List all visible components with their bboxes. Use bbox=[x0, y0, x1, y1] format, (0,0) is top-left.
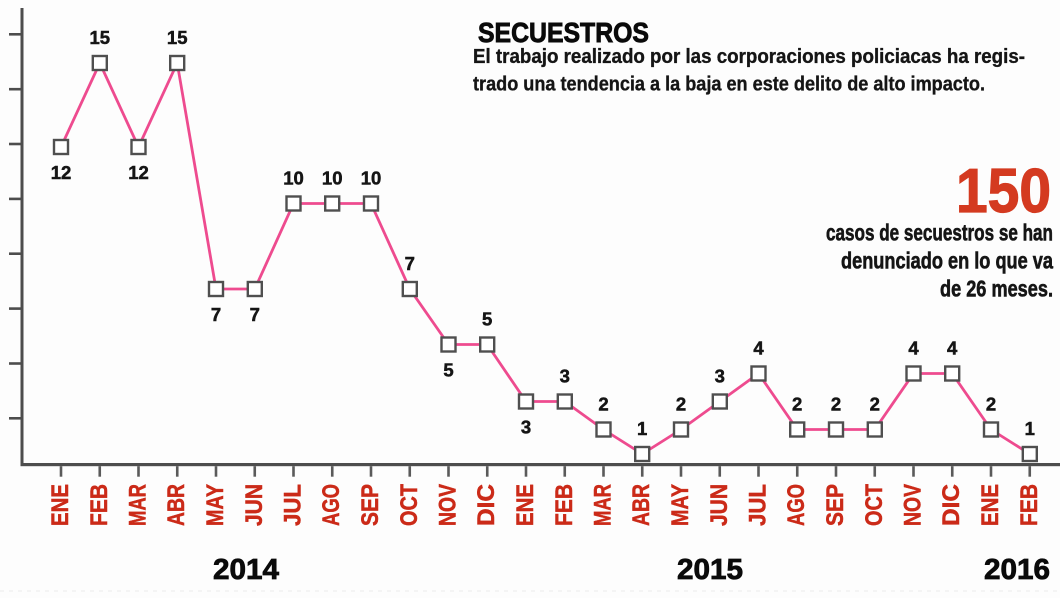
svg-text:2014: 2014 bbox=[213, 554, 279, 586]
svg-text:2: 2 bbox=[598, 394, 608, 415]
svg-text:SEP: SEP bbox=[357, 484, 384, 526]
svg-text:4: 4 bbox=[947, 338, 958, 359]
svg-text:FEB: FEB bbox=[1016, 484, 1043, 526]
svg-text:15: 15 bbox=[90, 27, 111, 48]
svg-text:casos de secuestros se han: casos de secuestros se han bbox=[826, 220, 1053, 246]
svg-text:JUL: JUL bbox=[280, 484, 307, 526]
svg-text:2015: 2015 bbox=[677, 554, 743, 586]
svg-text:1: 1 bbox=[637, 418, 647, 439]
svg-text:4: 4 bbox=[908, 338, 919, 359]
svg-text:2: 2 bbox=[870, 394, 880, 415]
svg-text:7: 7 bbox=[211, 304, 221, 325]
svg-text:DIC: DIC bbox=[938, 484, 965, 526]
svg-text:3: 3 bbox=[560, 366, 570, 387]
svg-text:SEP: SEP bbox=[822, 484, 849, 526]
svg-text:JUN: JUN bbox=[706, 484, 733, 526]
svg-text:10: 10 bbox=[322, 168, 343, 189]
svg-text:trado una tendencia a la baja: trado una tendencia a la baja en este de… bbox=[473, 74, 985, 96]
svg-text:2: 2 bbox=[831, 394, 841, 415]
svg-text:DIC: DIC bbox=[473, 484, 500, 526]
svg-text:AGO: AGO bbox=[783, 484, 810, 526]
svg-text:ENE: ENE bbox=[512, 484, 539, 526]
svg-text:ENE: ENE bbox=[47, 484, 74, 526]
svg-text:5: 5 bbox=[443, 360, 453, 381]
svg-text:El trabajo realizado por las c: El trabajo realizado por las corporacion… bbox=[473, 46, 1025, 68]
svg-text:2016: 2016 bbox=[984, 554, 1050, 586]
svg-text:15: 15 bbox=[167, 27, 188, 48]
svg-text:1: 1 bbox=[1025, 418, 1035, 439]
svg-text:2: 2 bbox=[676, 394, 686, 415]
svg-text:12: 12 bbox=[51, 162, 72, 183]
svg-text:ENE: ENE bbox=[977, 484, 1004, 526]
svg-text:4: 4 bbox=[753, 338, 764, 359]
svg-text:denunciado en lo que va: denunciado en lo que va bbox=[841, 248, 1053, 274]
svg-text:7: 7 bbox=[405, 253, 415, 274]
svg-text:MAY: MAY bbox=[667, 484, 694, 526]
svg-text:ABR: ABR bbox=[628, 484, 655, 526]
svg-text:10: 10 bbox=[361, 168, 382, 189]
svg-text:OCT: OCT bbox=[396, 484, 423, 526]
svg-text:JUN: JUN bbox=[241, 484, 268, 526]
svg-text:3: 3 bbox=[521, 417, 531, 438]
svg-text:ABR: ABR bbox=[163, 484, 190, 526]
svg-text:FEB: FEB bbox=[551, 484, 578, 526]
svg-text:5: 5 bbox=[482, 309, 492, 330]
svg-text:MAR: MAR bbox=[590, 484, 617, 526]
svg-text:3: 3 bbox=[715, 366, 725, 387]
svg-text:FEB: FEB bbox=[86, 484, 113, 526]
svg-text:AGO: AGO bbox=[318, 484, 345, 526]
svg-text:NOV: NOV bbox=[900, 484, 927, 526]
svg-text:OCT: OCT bbox=[861, 484, 888, 526]
svg-text:12: 12 bbox=[128, 162, 149, 183]
svg-text:7: 7 bbox=[250, 304, 260, 325]
svg-text:de 26 meses.: de 26 meses. bbox=[940, 276, 1053, 302]
svg-text:150: 150 bbox=[956, 157, 1051, 226]
svg-text:2: 2 bbox=[792, 394, 802, 415]
svg-text:MAR: MAR bbox=[125, 484, 152, 526]
svg-text:JUL: JUL bbox=[745, 484, 772, 526]
svg-text:2: 2 bbox=[986, 394, 996, 415]
svg-text:10: 10 bbox=[283, 168, 304, 189]
svg-text:SECUESTROS: SECUESTROS bbox=[478, 17, 649, 48]
svg-text:NOV: NOV bbox=[435, 484, 462, 526]
svg-text:MAY: MAY bbox=[202, 484, 229, 526]
